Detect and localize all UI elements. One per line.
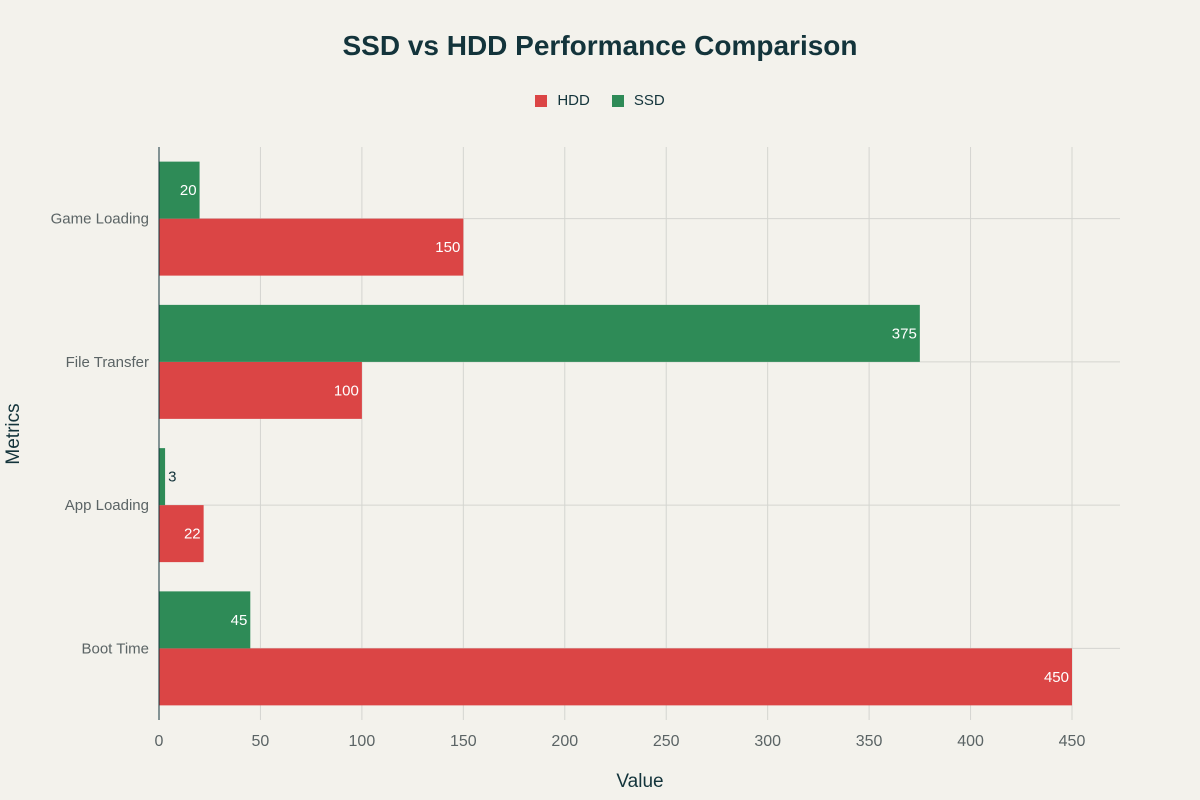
bar-ssd[interactable] bbox=[159, 161, 200, 219]
x-tick-label: 150 bbox=[450, 733, 477, 750]
data-label-hdd: 450 bbox=[1044, 669, 1069, 686]
data-label-ssd: 20 bbox=[180, 182, 197, 199]
data-label-hdd: 150 bbox=[435, 239, 460, 256]
legend-label-ssd: SSD bbox=[633, 92, 665, 109]
label-layer: 0 50 100 150 200 250 300 350 400 450 Boot Time 450 4… bbox=[51, 182, 1086, 750]
data-label-ssd: 375 bbox=[892, 325, 917, 342]
bar-hdd[interactable] bbox=[159, 505, 204, 563]
x-tick-label: 50 bbox=[252, 733, 270, 750]
x-tick-label: 450 bbox=[1059, 733, 1086, 750]
chart-title: SSD vs HDD Performance Comparison bbox=[342, 30, 858, 61]
y-tick-label: File Transfer bbox=[66, 354, 149, 371]
legend-swatch-ssd bbox=[611, 94, 624, 107]
data-label-ssd: 3 bbox=[168, 469, 176, 486]
bar-hdd[interactable] bbox=[159, 648, 1072, 706]
bar-hdd[interactable] bbox=[159, 361, 362, 419]
x-tick-label: 350 bbox=[856, 733, 883, 750]
x-axis-title: Value bbox=[616, 771, 663, 792]
y-tick-label: Game Loading bbox=[51, 211, 149, 228]
bar-layer bbox=[159, 161, 1072, 706]
y-axis-title: Metrics bbox=[3, 403, 24, 464]
legend-item-hdd[interactable]: HDD bbox=[535, 92, 590, 109]
x-tick-label: 250 bbox=[653, 733, 680, 750]
data-label-hdd: 22 bbox=[184, 526, 201, 543]
data-label-ssd: 45 bbox=[231, 612, 248, 629]
legend: HDD SSD bbox=[0, 92, 1200, 109]
x-tick-label: 300 bbox=[754, 733, 781, 750]
x-tick-label: 0 bbox=[155, 733, 164, 750]
legend-item-ssd[interactable]: SSD bbox=[611, 92, 665, 109]
x-tick-label: 400 bbox=[957, 733, 984, 750]
y-tick-label: Boot Time bbox=[81, 640, 149, 657]
x-tick-label: 200 bbox=[551, 733, 578, 750]
legend-swatch-hdd bbox=[535, 94, 548, 107]
bar-ssd[interactable] bbox=[159, 591, 251, 649]
legend-label-hdd: HDD bbox=[557, 92, 590, 109]
data-label-hdd: 100 bbox=[334, 382, 359, 399]
bar-ssd[interactable] bbox=[159, 304, 920, 362]
x-tick-label: 100 bbox=[349, 733, 376, 750]
y-tick-label: App Loading bbox=[65, 497, 149, 514]
bar-ssd[interactable] bbox=[159, 448, 166, 506]
bar-hdd[interactable] bbox=[159, 218, 464, 276]
